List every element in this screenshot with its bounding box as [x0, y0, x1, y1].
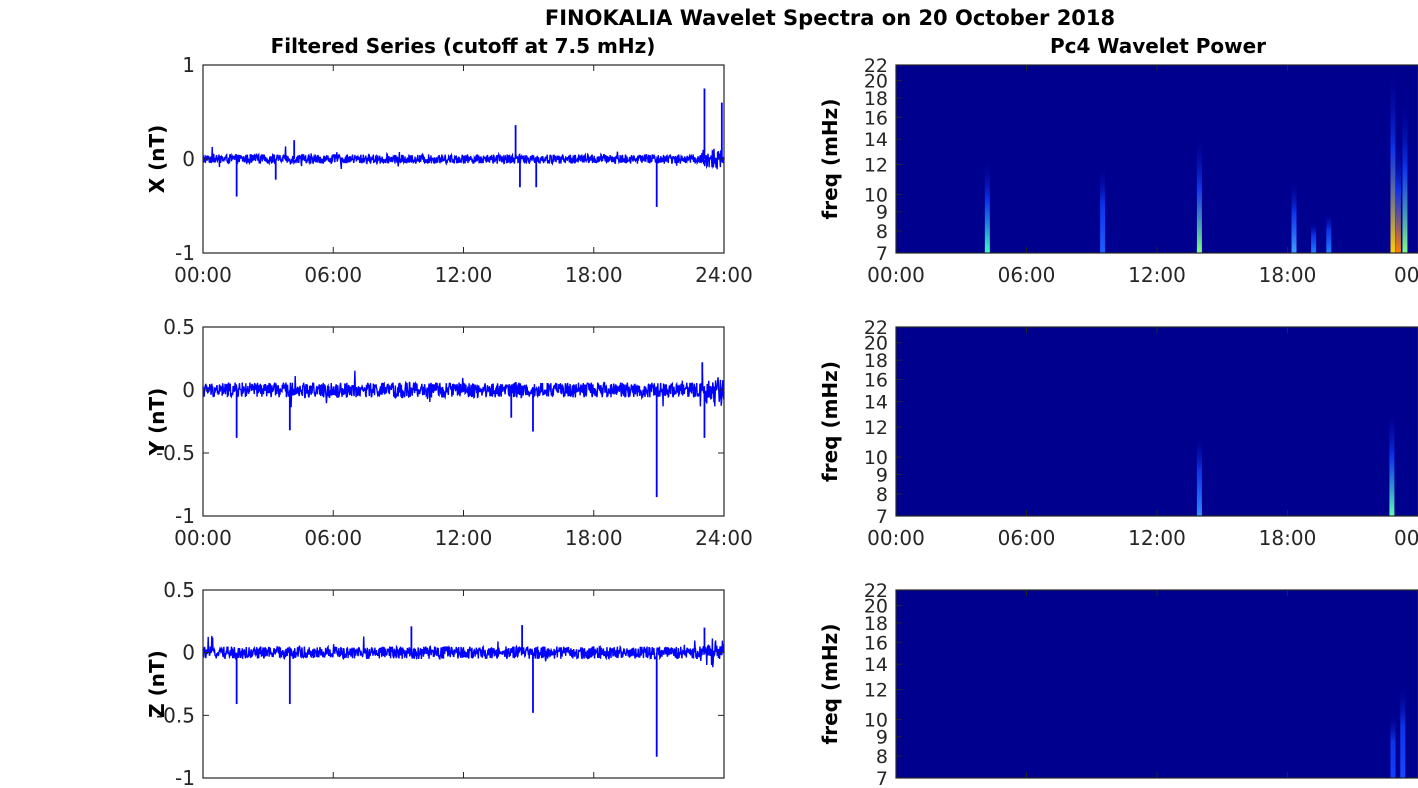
y-tick-label: 1 [182, 53, 195, 77]
y-tick-label: 20 [864, 596, 888, 618]
y-tick-label: 16 [864, 632, 888, 654]
y-tick-label: 22 [864, 55, 888, 77]
figure-title: FINOKALIA Wavelet Spectra on 20 October … [545, 6, 1115, 30]
power-burst [1390, 65, 1396, 253]
x-tick-label: 12:00 [435, 263, 493, 287]
x-tick-label: 00:00 [174, 526, 232, 550]
x-tick-label: 00:00 [174, 263, 232, 287]
power-burst [1389, 407, 1395, 516]
y-tick-label: 14 [864, 654, 888, 676]
y-tick-label: 14 [864, 392, 888, 414]
y-tick-label: 0 [182, 147, 195, 171]
x-tick-label: 00:00 [867, 263, 925, 287]
power-burst [1395, 139, 1401, 253]
x-tick-label: 06:00 [304, 263, 362, 287]
x-tick-label: 00 [1394, 263, 1418, 287]
plot-area [203, 590, 724, 778]
y-tick-label: 0 [182, 641, 195, 665]
x-tick-label: 18:00 [565, 263, 623, 287]
y-tick-label: 7 [876, 506, 888, 528]
y-tick-label: 20 [864, 333, 888, 355]
x-tick-label: 24:00 [695, 526, 753, 550]
power-burst [984, 157, 990, 253]
power-burst [1100, 164, 1106, 253]
y-tick-label: 9 [876, 727, 888, 749]
y-tick-label: 18 [864, 613, 888, 635]
y-tick-label: 10 [864, 447, 888, 469]
power-burst [1196, 434, 1202, 516]
y-tick-label: 10 [864, 184, 888, 206]
y-tick-label: 8 [876, 746, 888, 768]
y-tick-label: 20 [864, 71, 888, 93]
y-axis-label: freq (mHz) [818, 99, 842, 220]
left-column-title: Filtered Series (cutoff at 7.5 mHz) [271, 34, 656, 58]
y-tick-label: -1 [175, 766, 195, 788]
y-tick-label: 18 [864, 88, 888, 110]
x-tick-label: 06:00 [998, 526, 1056, 550]
power-burst [1402, 97, 1408, 254]
plot-area [203, 327, 724, 516]
x-tick-label: 06:00 [304, 526, 362, 550]
y-tick-label: 7 [876, 768, 888, 788]
y-tick-label: 9 [876, 202, 888, 224]
x-filtered-series-plot: -1 0 1 00:00 06:00 12:00 18:00 24:00 X (nT) [145, 53, 753, 287]
x-tick-label: 12:00 [1128, 263, 1186, 287]
y-tick-label: 16 [864, 370, 888, 392]
x-tick-label: 12:00 [1128, 526, 1186, 550]
y-tick-label: 22 [864, 580, 888, 602]
heatmap-background [896, 590, 1418, 778]
y-tick-label: 22 [864, 317, 888, 339]
power-burst [1400, 682, 1406, 778]
y-axis-label: freq (mHz) [818, 624, 842, 745]
y-tick-label: 18 [864, 350, 888, 372]
x-tick-label: 06:00 [998, 263, 1056, 287]
x-tick-label: 00:00 [867, 526, 925, 550]
x-tick-label: 18:00 [565, 526, 623, 550]
x-tick-label: 24:00 [695, 263, 753, 287]
power-burst [1196, 133, 1202, 253]
y-axis-label: Z (nT) [145, 650, 169, 718]
y-tick-label: -1 [175, 241, 195, 265]
y-axis-label: Y (nT) [145, 388, 169, 457]
y-tick-label: 7 [876, 243, 888, 265]
y-tick-label: 14 [864, 129, 888, 151]
y-tick-label: 0 [182, 378, 195, 402]
y-tick-label: -0.5 [156, 441, 195, 465]
heatmap-background [896, 327, 1418, 516]
y-tick-label: 12 [864, 155, 888, 177]
right-column-title: Pc4 Wavelet Power [1050, 34, 1266, 58]
x-tick-label: 18:00 [1259, 263, 1317, 287]
y-tick-label: 9 [876, 465, 888, 487]
power-burst [1390, 711, 1396, 778]
power-burst [1326, 211, 1332, 253]
series-line [202, 146, 725, 170]
x-tick-label: 18:00 [1259, 526, 1317, 550]
y-tick-label: 12 [864, 680, 888, 702]
heatmap-background [896, 65, 1418, 253]
power-burst [1291, 178, 1297, 253]
y-axis-label: freq (mHz) [818, 361, 842, 482]
y-tick-label: 10 [864, 709, 888, 731]
y-tick-label: 0.5 [163, 315, 195, 339]
y-tick-label: -0.5 [156, 703, 195, 727]
y-filtered-series-plot: -1 -0.5 0 0.5 00:00 06:00 12:00 18:00 24:00 Y (nT… [145, 315, 753, 550]
y-axis-label: X (nT) [145, 125, 169, 194]
x-tick-label: 00 [1394, 526, 1418, 550]
y-tick-label: 8 [876, 221, 888, 243]
x-tick-label: 12:00 [435, 526, 493, 550]
power-burst [1311, 221, 1317, 253]
y-tick-label: 12 [864, 417, 888, 439]
y-tick-label: -1 [175, 504, 195, 528]
y-tick-label: 0.5 [163, 578, 195, 602]
y-tick-label: 16 [864, 107, 888, 129]
y-tick-label: 8 [876, 484, 888, 506]
